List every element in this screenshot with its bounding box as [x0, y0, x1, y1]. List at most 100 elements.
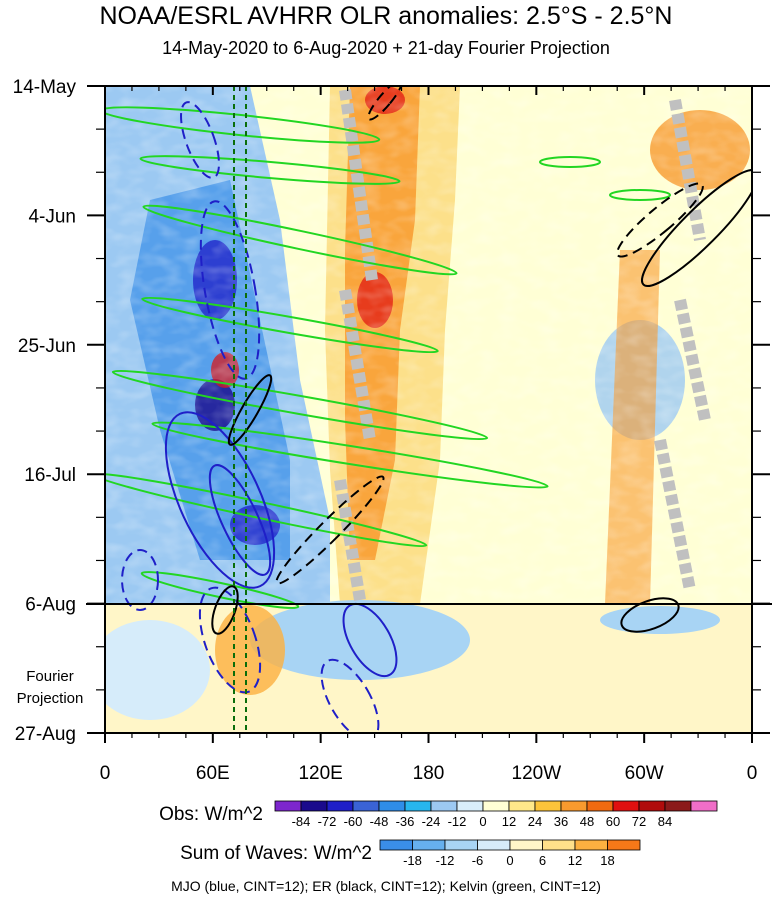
contour-footnote: MJO (blue, CINT=12); ER (black, CINT=12)… [171, 878, 601, 894]
waves_colorbar-level-label: -12 [436, 853, 455, 868]
er-contour [275, 475, 385, 585]
waves_colorbar-swatch [509, 839, 543, 851]
field-projection-cool-2 [105, 620, 210, 720]
er-contour [616, 182, 704, 258]
obs_colorbar-level-label: -84 [292, 814, 311, 829]
x-tick-label: 120E [298, 763, 342, 784]
waves_colorbar-swatch [444, 839, 478, 851]
waves_colorbar-level-label: 6 [539, 853, 546, 868]
obs_colorbar-swatch [352, 800, 380, 812]
obs_colorbar-swatch [586, 800, 614, 812]
waves_colorbar-swatch [574, 839, 608, 851]
obs_colorbar-level-label: -12 [448, 814, 467, 829]
obs_colorbar-swatch [456, 800, 484, 812]
er-contour [367, 86, 403, 121]
mjo-contour [180, 101, 220, 179]
x-tick-label: 0 [100, 763, 111, 784]
y-tick-label: 25-Jun [18, 336, 76, 357]
kelvin-contour [142, 204, 458, 276]
colorbars: -84 -72 -60 -48 -36 -24 -12 0 12 24 36 48 60 72 84Obs:… [159, 800, 718, 868]
obs_colorbar-swatch [404, 800, 432, 812]
obs_colorbar-level-label: 60 [606, 814, 620, 829]
obs_colorbar-level-label: -24 [422, 814, 441, 829]
er-contour [227, 374, 273, 446]
x-tick-label: 60W [625, 763, 664, 784]
mjo-contour [208, 464, 272, 576]
waves_colorbar-level-label: 12 [568, 853, 582, 868]
waves_colorbar-swatch [542, 839, 576, 851]
obs_colorbar-level-label: -60 [344, 814, 363, 829]
obs_colorbar-swatch [430, 800, 458, 812]
obs_colorbar-swatch [378, 800, 406, 812]
kelvin-contour [151, 421, 549, 489]
obs_colorbar-swatch [560, 800, 588, 812]
mjo-contour [198, 586, 262, 694]
obs_colorbar-level-label: -36 [396, 814, 415, 829]
waves_colorbar-swatch [379, 839, 413, 851]
waves_colorbar-level-label: -6 [472, 853, 484, 868]
y-tick-label: 6-Aug [25, 595, 76, 616]
obs_colorbar-swatch [690, 800, 718, 812]
kelvin-contour [609, 189, 671, 201]
projection-label-line2: Projection [16, 690, 84, 707]
obs_colorbar-level-label: 48 [580, 814, 594, 829]
kelvin-contour [141, 296, 439, 354]
x-tick-label: 0 [747, 763, 758, 784]
waves_colorbar-level-label: 18 [600, 853, 614, 868]
chart-subtitle: 14-May-2020 to 6-Aug-2020 + 21-day Fouri… [162, 38, 610, 58]
y-tick-label: 14-May [13, 77, 77, 98]
mjo-contour [164, 411, 276, 589]
obs_colorbar-level-label: 12 [502, 814, 516, 829]
axes: 0 60E 120E 180 120W 60W 0 14-May 4-Jun 25-Jun 16-J… [13, 77, 770, 784]
mjo-contour [121, 549, 159, 611]
obs_colorbar-swatch [300, 800, 328, 812]
obs_colorbar-swatch [274, 800, 302, 812]
obs_colorbar-label: Obs: W/m^2 [159, 804, 263, 825]
waves_colorbar-swatch [477, 839, 511, 851]
obs_colorbar-level-label: 36 [554, 814, 568, 829]
kelvin-contours [105, 106, 671, 609]
field-mottle [105, 86, 752, 604]
obs_colorbar-swatch [612, 800, 640, 812]
waves_colorbar-level-label: 0 [506, 853, 513, 868]
er-contour [211, 585, 239, 635]
obs_colorbar-level-label: 84 [658, 814, 672, 829]
obs_colorbar-swatch [534, 800, 562, 812]
waves_colorbar-swatch [607, 839, 641, 851]
field-layer [105, 86, 752, 733]
mjo-contour [320, 658, 380, 733]
obs_colorbar-level-label: 24 [528, 814, 542, 829]
obs_colorbar-swatch [326, 800, 354, 812]
obs_colorbar-swatch [638, 800, 666, 812]
obs_colorbar-swatch [482, 800, 510, 812]
x-tick-label: 120W [512, 763, 562, 784]
obs_colorbar-level-label: -72 [318, 814, 337, 829]
field-projection-warm [215, 605, 285, 695]
kelvin-contour [539, 156, 601, 168]
projection-label-line1: Fourier [26, 668, 74, 685]
x-tick-label: 60E [196, 763, 230, 784]
obs_colorbar-level-label: 0 [479, 814, 486, 829]
obs_colorbar-swatch [508, 800, 536, 812]
y-tick-label: 4-Jun [28, 206, 76, 227]
y-tick-label: 16-Jul [24, 465, 76, 486]
kelvin-contour [111, 369, 489, 441]
kelvin-contour [140, 571, 300, 609]
y-tick-label: 27-Aug [15, 724, 76, 745]
kelvin-contour [105, 106, 381, 144]
field-projection-cool-1 [250, 600, 470, 680]
mjo-contours [121, 101, 398, 733]
field-projection-cool-3 [600, 606, 720, 634]
waves_colorbar-level-label: -18 [403, 853, 422, 868]
obs_colorbar-level-label: 72 [632, 814, 646, 829]
waves_colorbar-swatch [412, 839, 446, 851]
obs_colorbar-level-label: -48 [370, 814, 389, 829]
waves_colorbar-label: Sum of Waves: W/m^2 [180, 843, 372, 864]
mjo-contour [342, 602, 398, 678]
kelvin-contour [139, 155, 401, 185]
x-tick-label: 180 [413, 763, 445, 784]
grey-strips [334, 89, 711, 601]
er-contour [641, 169, 752, 287]
obs_colorbar-swatch [664, 800, 692, 812]
